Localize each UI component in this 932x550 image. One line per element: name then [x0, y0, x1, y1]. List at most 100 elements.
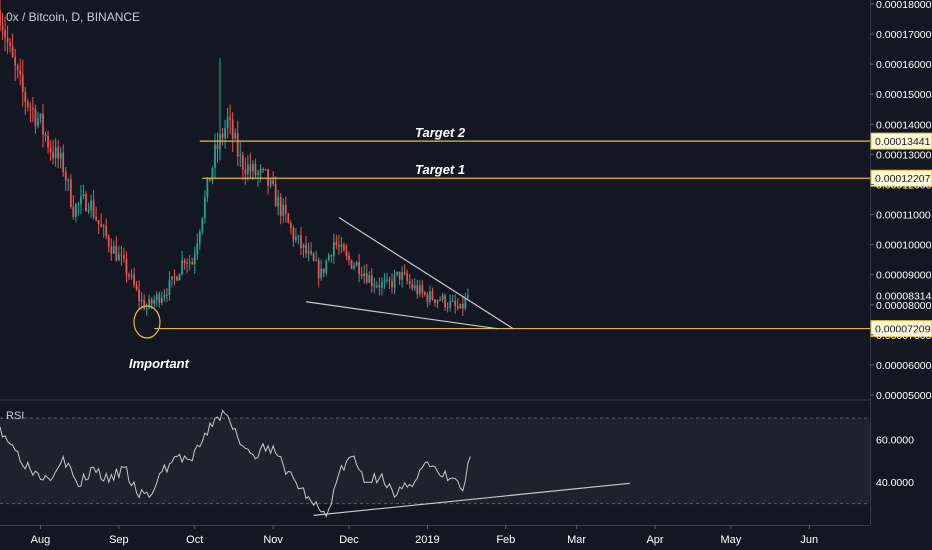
- candle-body: [388, 279, 391, 281]
- time-tick-label: Aug: [31, 534, 51, 546]
- candle-body: [176, 276, 178, 281]
- candle-body: [411, 283, 414, 289]
- candles-group: [0, 0, 469, 316]
- candle-body: [21, 74, 24, 93]
- candle-body: [403, 272, 406, 274]
- rsi-trendline[interactable]: [313, 482, 630, 516]
- candle-body: [289, 222, 292, 229]
- candle-body: [383, 280, 386, 282]
- price-axis[interactable]: 0.00005000 0.00006000 0.00007000 0.00008000…: [870, 0, 932, 402]
- candle-body: [221, 133, 224, 139]
- candle-body: [391, 280, 393, 288]
- rsi-axis[interactable]: 40.0000 60.0000: [876, 434, 914, 489]
- candle-body: [439, 300, 441, 302]
- rsi-band: [0, 417, 870, 505]
- candle-body: [115, 245, 118, 261]
- candle-body: [236, 133, 239, 157]
- wedge-upper-line[interactable]: [338, 217, 514, 330]
- candle-body: [292, 228, 295, 241]
- candle-body: [128, 274, 130, 277]
- candle-body: [14, 56, 17, 66]
- level-price-tag: [870, 132, 932, 150]
- time-axis[interactable]: Aug Sep Oct Nov Dec 2019 Feb Mar Apr May Jun: [31, 525, 819, 546]
- price-tick-label: 0.00009000: [876, 270, 932, 282]
- candle-body: [239, 154, 242, 157]
- candle-body: [193, 254, 196, 265]
- candle-body: [9, 42, 12, 46]
- candle-body: [327, 255, 330, 261]
- candle-body: [375, 285, 378, 287]
- candle-body: [150, 298, 153, 304]
- candle-body: [355, 262, 358, 266]
- candle-body: [302, 244, 305, 249]
- candle-body: [335, 242, 338, 246]
- candle-body: [413, 285, 416, 289]
- time-tick-label: May: [721, 534, 742, 546]
- candle-body: [143, 299, 146, 310]
- price-tick-label: 0.00007000: [876, 330, 932, 342]
- candle-body: [1, 26, 4, 31]
- candle-body: [429, 291, 431, 302]
- level-price-tag: [870, 169, 932, 187]
- candle-body: [241, 154, 244, 170]
- candle-body: [423, 292, 426, 295]
- candle-body: [123, 255, 125, 259]
- time-tick-label: Jun: [800, 534, 818, 546]
- level-price-label: 0.00007209: [875, 324, 931, 336]
- candle-body: [368, 275, 371, 283]
- time-tick-label: Oct: [186, 534, 203, 546]
- candle-body: [446, 307, 449, 309]
- candle-body: [42, 113, 44, 135]
- candle-body: [138, 289, 140, 302]
- candle-body: [259, 168, 262, 173]
- candle-body: [444, 295, 447, 308]
- candle-body: [348, 255, 350, 261]
- candle-body: [264, 168, 267, 170]
- candle-body: [396, 271, 398, 275]
- candle-body: [130, 274, 133, 277]
- time-tick-label: Nov: [263, 534, 283, 546]
- candle-body: [287, 213, 290, 223]
- candle-body: [279, 197, 282, 217]
- rsi-group: [0, 409, 630, 518]
- candle-body: [85, 194, 87, 212]
- candle-body: [183, 260, 186, 263]
- candle-body: [135, 284, 138, 290]
- price-tick-label: 0.00013000: [876, 149, 932, 161]
- candle-body: [406, 273, 409, 281]
- candle-body: [408, 280, 411, 284]
- candle-body: [160, 297, 163, 303]
- candle-body: [112, 245, 115, 254]
- candle-body: [378, 285, 381, 288]
- candle-body: [244, 169, 247, 175]
- wedge-lower-line[interactable]: [305, 301, 499, 330]
- candle-body: [249, 164, 252, 172]
- candle-body: [421, 285, 424, 293]
- time-tick-label: Sep: [109, 534, 129, 546]
- candle-body: [102, 226, 105, 228]
- candle-body: [0, 10, 1, 27]
- candle-body: [19, 69, 22, 75]
- level-price-label: 0.00013441: [875, 136, 931, 148]
- candle-body: [16, 65, 19, 70]
- candle-body: [148, 298, 151, 308]
- candle-body: [34, 108, 37, 126]
- rsi-tick-label: 60.0000: [876, 434, 914, 446]
- price-tick-label: 0.00011000: [876, 210, 931, 222]
- rsi-line: [0, 409, 471, 518]
- time-tick-label: Feb: [496, 534, 515, 546]
- time-tick-label: Dec: [339, 534, 359, 546]
- candle-body: [461, 303, 464, 309]
- candle-body: [436, 300, 439, 303]
- candle-body: [234, 133, 237, 139]
- candle-body: [330, 255, 333, 257]
- rsi-tick-label: 40.0000: [876, 477, 914, 489]
- candle-body: [231, 119, 234, 139]
- symbol-label: 0x / Bitcoin, D, BINANCE: [6, 10, 140, 24]
- candle-body: [82, 194, 85, 197]
- candle-body: [272, 179, 275, 185]
- candle-body: [224, 128, 226, 139]
- falling-wedge: [305, 217, 514, 330]
- price-tick-label: 0.00017000: [876, 29, 932, 41]
